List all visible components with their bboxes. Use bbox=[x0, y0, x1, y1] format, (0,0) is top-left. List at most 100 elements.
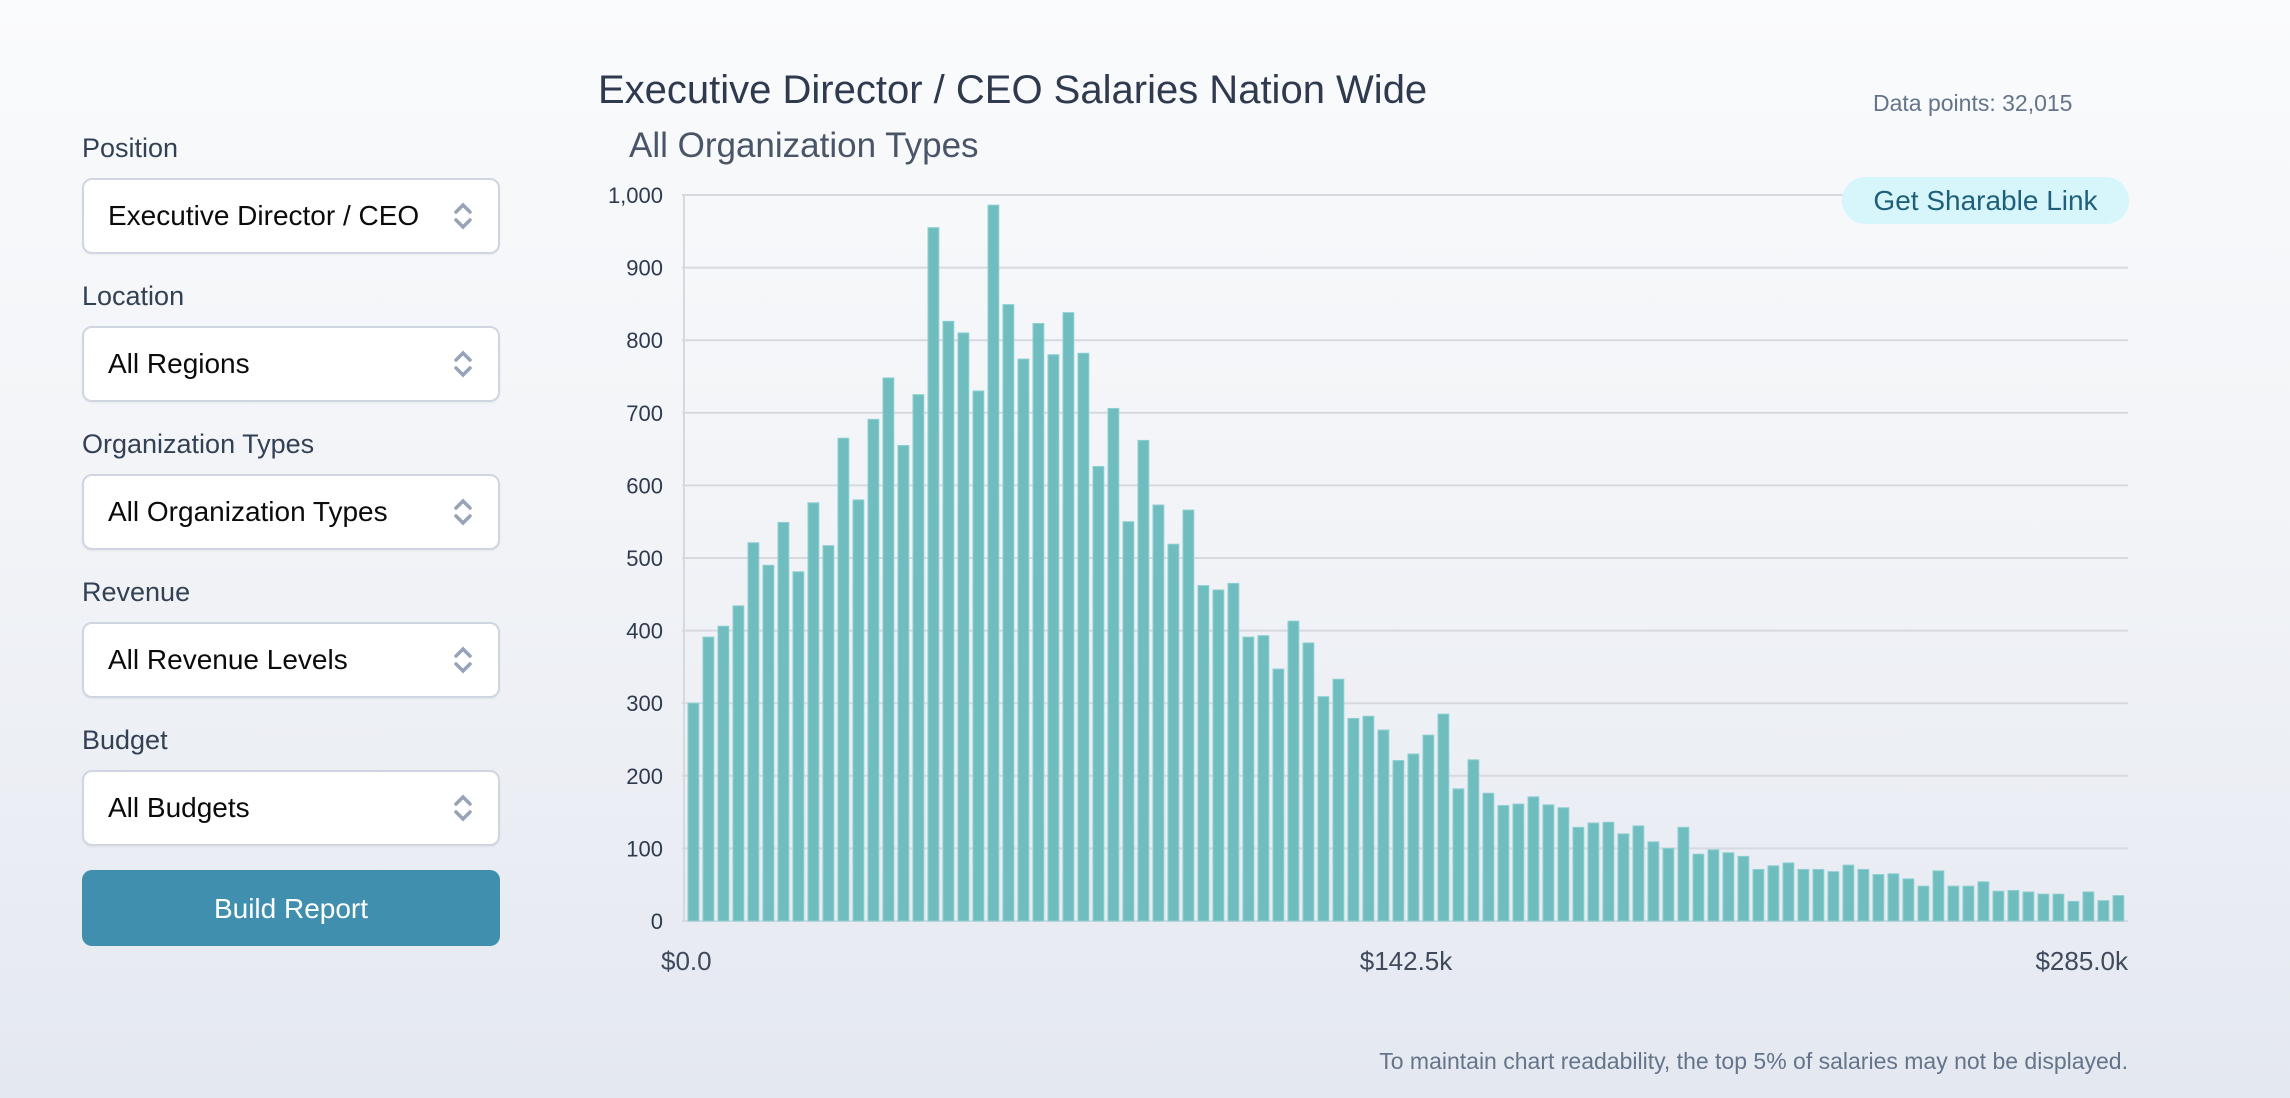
y-tick-label: 500 bbox=[626, 546, 663, 571]
histogram-bar bbox=[942, 320, 955, 922]
updown-chevron-icon bbox=[454, 646, 472, 674]
build-report-button[interactable]: Build Report bbox=[82, 870, 500, 946]
x-tick-label: $142.5k bbox=[1360, 946, 1454, 976]
histogram-bar bbox=[1677, 826, 1690, 922]
data-points-count: Data points: 32,015 bbox=[1873, 90, 2073, 116]
histogram-bar bbox=[1302, 642, 1315, 922]
organization-types-select-value: All Organization Types bbox=[108, 496, 388, 527]
histogram-bar bbox=[777, 521, 790, 922]
chart-title: Executive Director / CEO Salaries Nation… bbox=[598, 68, 1428, 112]
revenue-label: Revenue bbox=[82, 577, 191, 607]
histogram-bar bbox=[2067, 900, 2080, 922]
histogram-bar bbox=[2022, 891, 2035, 922]
budget-select[interactable]: All Budgets bbox=[82, 770, 500, 846]
histogram-bar bbox=[1962, 885, 1975, 922]
histogram-bar bbox=[2082, 891, 2095, 922]
histogram-bar bbox=[1107, 407, 1120, 922]
histogram-bar bbox=[1482, 792, 1495, 922]
histogram-bar bbox=[792, 571, 805, 922]
histogram-bar bbox=[1512, 803, 1525, 922]
histogram-bar bbox=[1047, 354, 1060, 922]
histogram-bar bbox=[1122, 521, 1135, 922]
histogram-bar bbox=[1737, 855, 1750, 922]
histogram-bar bbox=[1077, 352, 1090, 922]
histogram-bar bbox=[732, 605, 745, 922]
histogram-bar bbox=[822, 545, 835, 922]
histogram-bar bbox=[1857, 868, 1870, 922]
histogram-bar bbox=[1692, 853, 1705, 922]
histogram-bar bbox=[987, 204, 1000, 922]
histogram-bar bbox=[1227, 582, 1240, 922]
y-tick-label: 900 bbox=[626, 256, 663, 281]
histogram-bar bbox=[1542, 804, 1555, 922]
position-label: Position bbox=[82, 133, 179, 163]
filter-sidebar: Position Executive Director / CEO Locati… bbox=[82, 130, 502, 946]
location-label: Location bbox=[82, 281, 185, 311]
y-tick-label: 200 bbox=[626, 764, 663, 789]
y-tick-label: 300 bbox=[626, 691, 663, 716]
histogram-bar bbox=[1917, 885, 1930, 922]
histogram-bar bbox=[1407, 753, 1420, 922]
organization-types-select[interactable]: All Organization Types bbox=[82, 474, 500, 550]
histogram-bar bbox=[1647, 841, 1660, 922]
histogram-bar bbox=[1377, 729, 1390, 922]
histogram-bar bbox=[1872, 874, 1885, 922]
histogram-bar bbox=[1752, 868, 1765, 922]
get-sharable-link-button[interactable]: Get Sharable Link bbox=[1842, 177, 2129, 224]
histogram-bar bbox=[1422, 734, 1435, 922]
histogram-bar bbox=[1197, 585, 1210, 922]
histogram-bar bbox=[1617, 833, 1630, 922]
position-select[interactable]: Executive Director / CEO bbox=[82, 178, 500, 254]
histogram-bar bbox=[1392, 760, 1405, 922]
y-tick-label: 0 bbox=[651, 909, 663, 934]
histogram-bar bbox=[1572, 826, 1585, 922]
histogram-bar bbox=[1167, 543, 1180, 922]
updown-chevron-icon bbox=[454, 202, 472, 230]
updown-chevron-icon bbox=[454, 498, 472, 526]
histogram-bar bbox=[1662, 847, 1675, 922]
histogram-bar bbox=[882, 377, 895, 922]
histogram-bar bbox=[1842, 864, 1855, 922]
y-tick-label: 1,000 bbox=[608, 183, 663, 208]
histogram-bar bbox=[1437, 713, 1450, 922]
histogram-bar bbox=[1557, 807, 1570, 922]
organization-types-label: Organization Types bbox=[82, 429, 315, 459]
updown-chevron-icon bbox=[454, 350, 472, 378]
histogram-bar bbox=[1137, 439, 1150, 922]
histogram-bar bbox=[1602, 821, 1615, 922]
histogram-bar bbox=[702, 636, 715, 922]
y-tick-label: 100 bbox=[626, 836, 663, 861]
histogram-bar bbox=[1332, 678, 1345, 922]
histogram-bar bbox=[1467, 759, 1480, 922]
histogram-bar bbox=[2037, 893, 2050, 922]
histogram-bar bbox=[1812, 868, 1825, 922]
histogram-bar bbox=[1347, 717, 1360, 922]
histogram-bar bbox=[2097, 900, 2110, 922]
histogram-bar bbox=[1152, 504, 1165, 922]
location-select[interactable]: All Regions bbox=[82, 326, 500, 402]
histogram-bar bbox=[1632, 825, 1645, 922]
histogram-bar bbox=[1902, 878, 1915, 922]
revenue-select[interactable]: All Revenue Levels bbox=[82, 622, 500, 698]
histogram-bar bbox=[837, 437, 850, 922]
location-select-value: All Regions bbox=[108, 348, 250, 379]
histogram-bar bbox=[762, 564, 775, 922]
histogram-bar bbox=[687, 702, 700, 922]
histogram-bar bbox=[1092, 466, 1105, 922]
histogram-bar bbox=[1782, 862, 1795, 922]
histogram-bar bbox=[2052, 893, 2065, 922]
histogram-bar bbox=[957, 332, 970, 922]
histogram-bar bbox=[1992, 890, 2005, 922]
updown-chevron-icon bbox=[454, 794, 472, 822]
histogram-bar bbox=[1722, 852, 1735, 922]
revenue-select-value: All Revenue Levels bbox=[108, 644, 348, 675]
histogram-bar bbox=[1452, 788, 1465, 922]
y-tick-label: 800 bbox=[626, 328, 663, 353]
y-tick-label: 600 bbox=[626, 473, 663, 498]
histogram-bar bbox=[852, 499, 865, 922]
histogram-bar bbox=[897, 444, 910, 922]
histogram-bar bbox=[1317, 696, 1330, 922]
histogram-bar bbox=[1527, 796, 1540, 922]
histogram-bar bbox=[972, 390, 985, 922]
